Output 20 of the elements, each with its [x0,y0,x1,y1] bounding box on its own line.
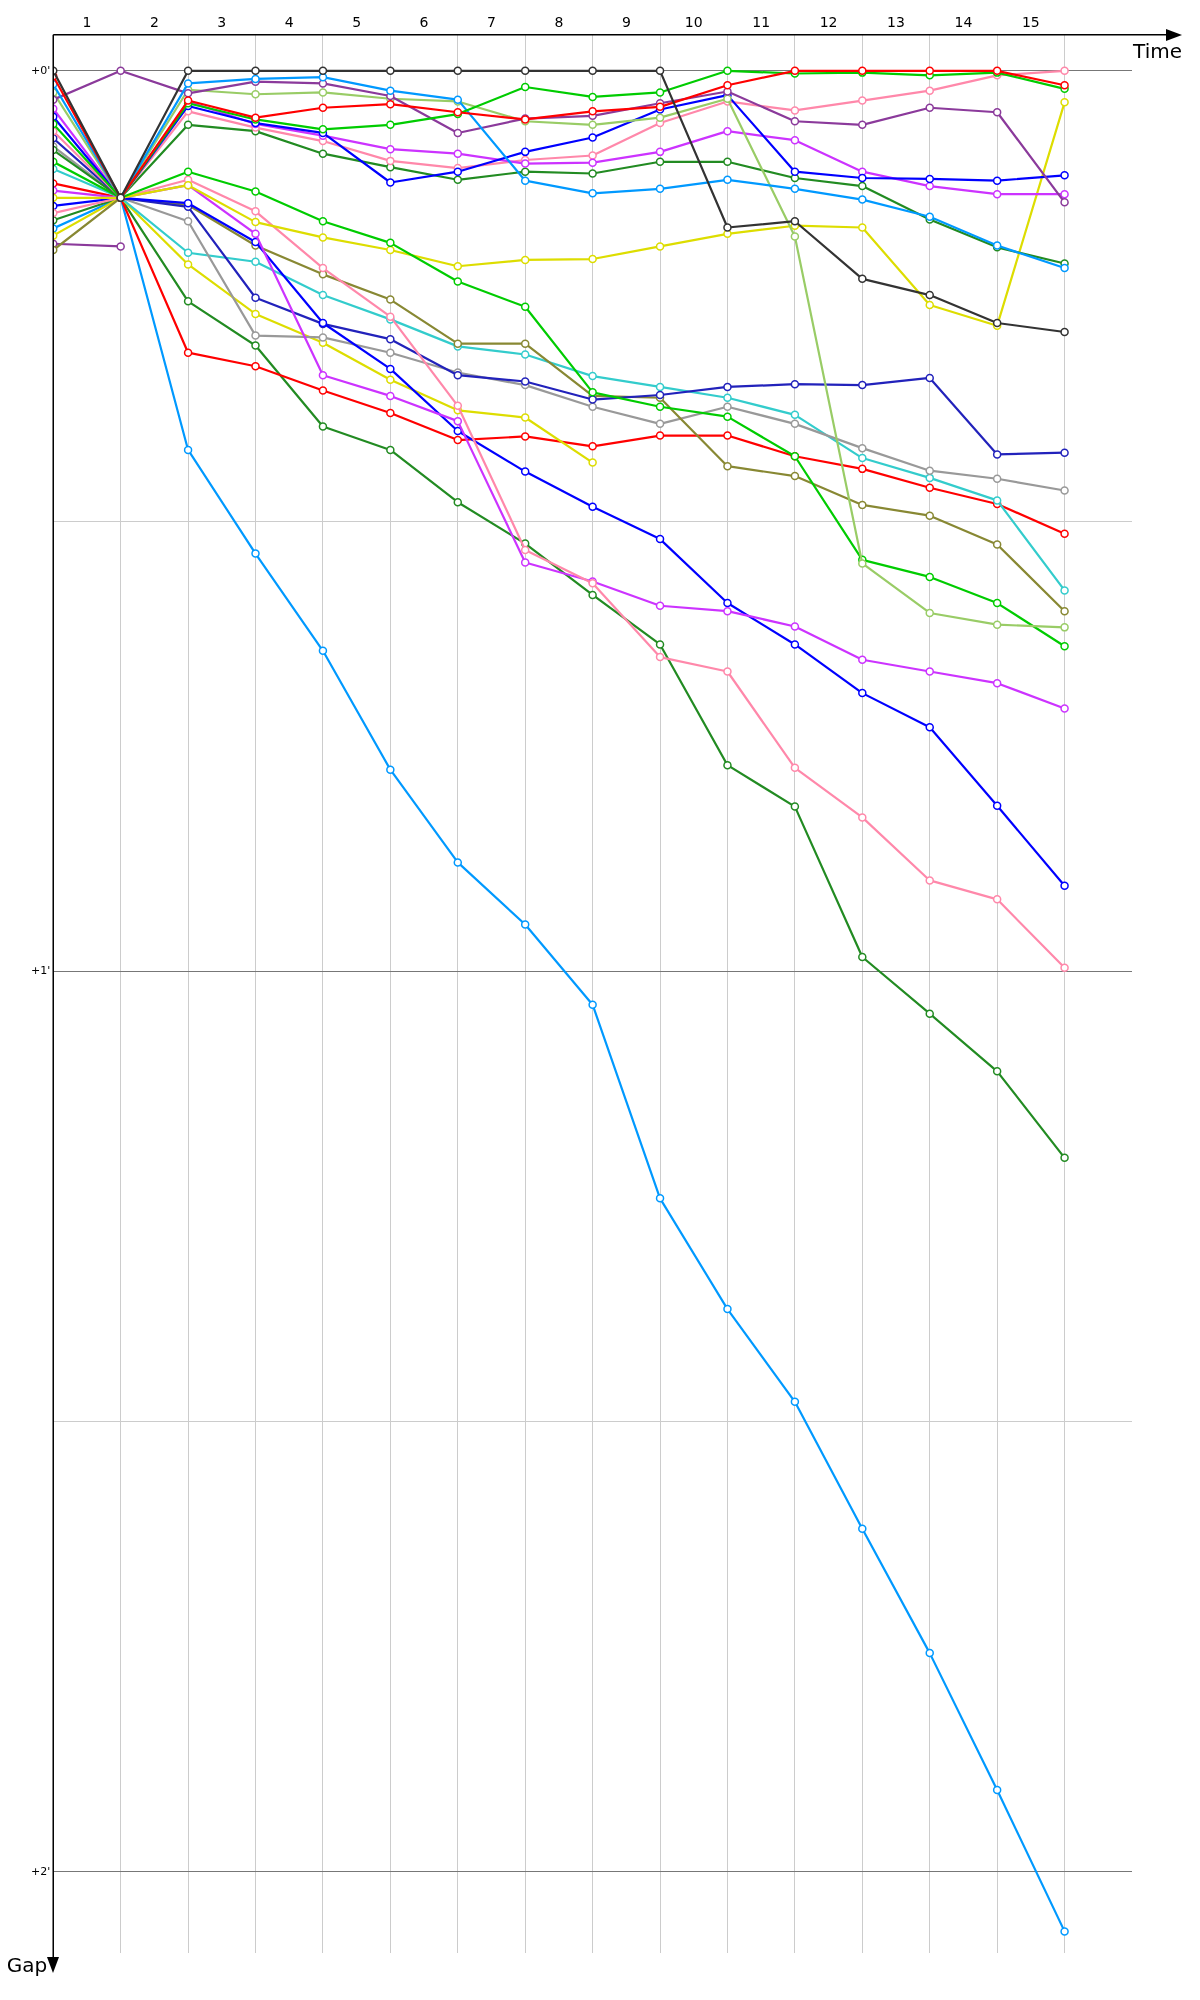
x-tick-label: 3 [217,14,227,31]
x-tick-label: 10 [684,14,703,31]
y-tick-label: +0' [30,63,51,77]
x-tick-label: 2 [149,14,159,31]
x-tick-label: 8 [554,14,564,31]
x-tick-label: 12 [819,14,838,31]
x-tick-label: 15 [1021,14,1040,31]
x-tick-label: 7 [487,14,496,31]
y-axis-title: Gap [6,1953,48,1978]
x-tick-label: 9 [621,14,631,31]
x-tick-label: 14 [954,14,973,31]
x-tick-label: 6 [419,14,429,31]
x-axis-title: Time [1132,39,1182,63]
x-tick-label: 4 [284,14,294,31]
x-tick-label: 11 [752,14,771,31]
x-tick-label: 1 [82,14,92,31]
y-tick-label: +2' [30,1864,51,1878]
y-tick-label: +1' [30,964,51,978]
x-tick-label: 13 [887,14,905,31]
x-tick-label: 5 [352,14,362,31]
